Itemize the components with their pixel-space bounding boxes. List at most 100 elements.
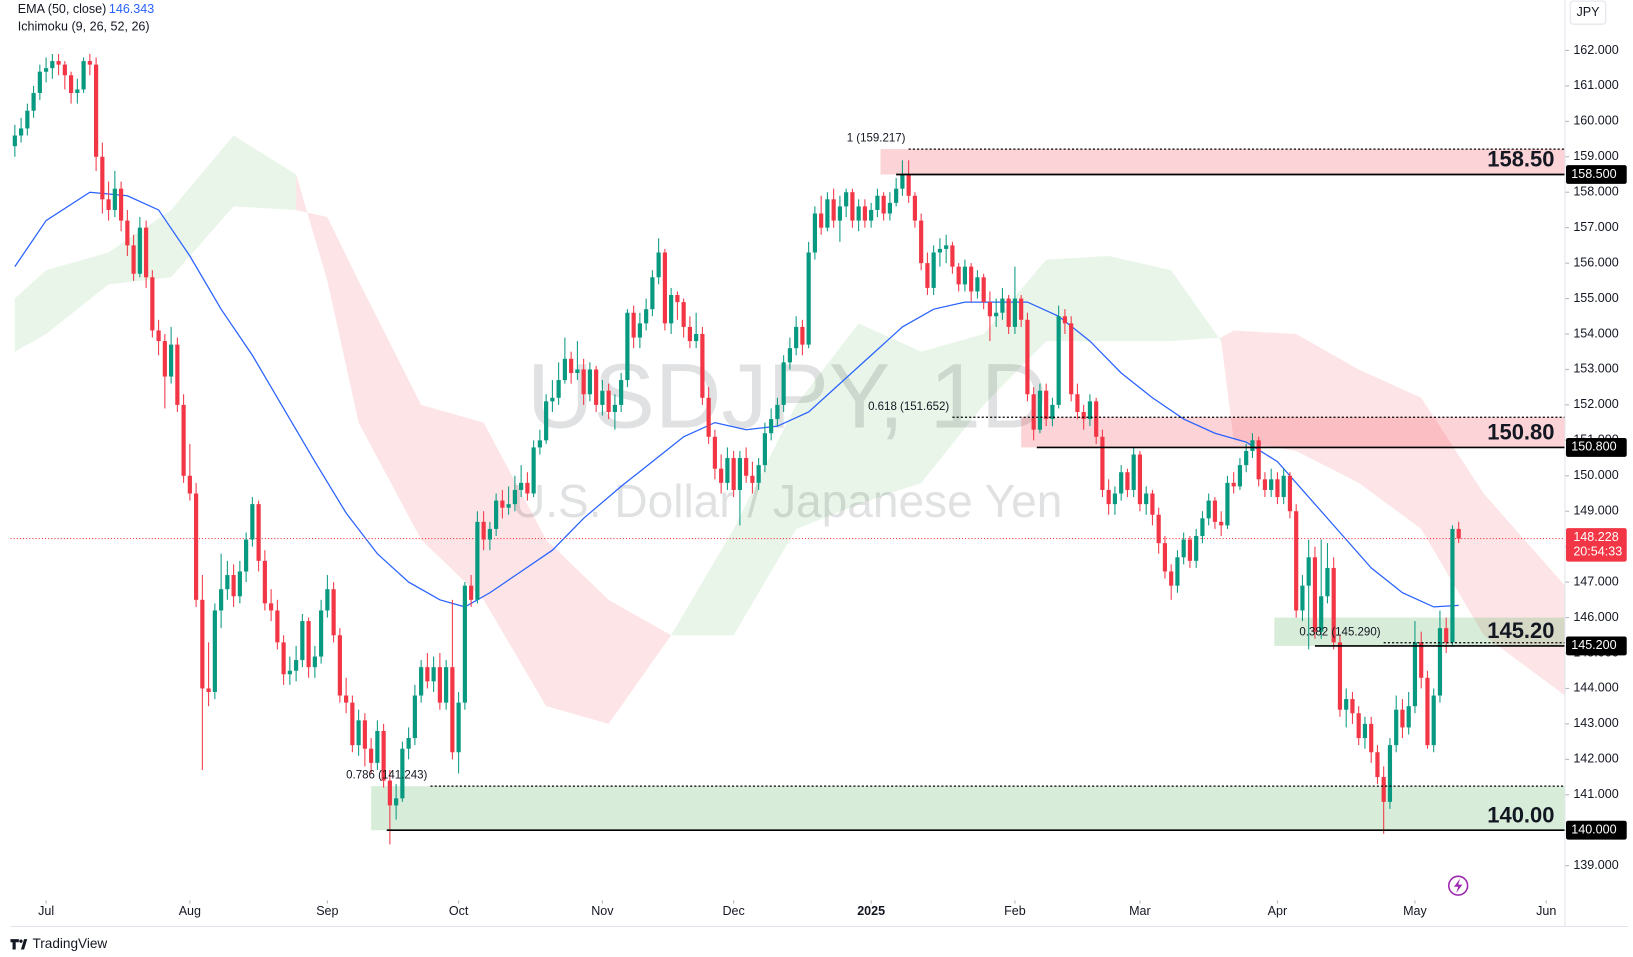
candle-body — [112, 188, 117, 210]
ichimoku-legend[interactable]: Ichimoku (9, 26, 52, 26) — [18, 20, 150, 34]
candle-body — [287, 670, 292, 675]
candle-body — [1162, 543, 1168, 572]
candle-body — [1175, 557, 1180, 586]
candle-body — [975, 277, 980, 292]
ichimoku-cloud — [608, 599, 672, 724]
candle-body — [469, 585, 474, 600]
candle-body — [44, 68, 49, 72]
candle-body — [669, 295, 674, 324]
candle-body — [1325, 567, 1330, 597]
x-tick-label: 2025 — [857, 904, 885, 918]
candle-body — [1156, 514, 1161, 544]
candle-body — [169, 344, 174, 377]
countdown: 20:54:33 — [1573, 545, 1622, 559]
candle-body — [406, 738, 411, 749]
x-tick-label: Mar — [1129, 904, 1151, 918]
candle-body — [825, 199, 830, 228]
ichimoku-cloud — [1483, 493, 1565, 696]
level-axis-label: 150.800 — [1571, 440, 1616, 454]
candle-body — [1231, 482, 1236, 487]
ichimoku-cloud — [1233, 330, 1297, 451]
candle-body — [1200, 518, 1205, 537]
candle-body — [369, 748, 374, 763]
candle-body — [94, 64, 99, 157]
level-label: 158.50 — [1487, 147, 1554, 172]
candle-body — [844, 192, 849, 207]
candle-body — [956, 266, 961, 285]
candle-body — [631, 312, 636, 338]
candle-body — [56, 61, 61, 65]
level-label: 150.80 — [1487, 420, 1554, 445]
candle-body — [1125, 472, 1130, 490]
ichimoku-cloud — [546, 539, 609, 724]
candle-body — [1237, 465, 1243, 487]
candle-body — [1119, 472, 1124, 494]
candle-body — [862, 206, 867, 221]
level-zone — [1021, 417, 1565, 448]
candle-body — [1181, 539, 1186, 558]
candle-body — [694, 333, 699, 342]
candle-body — [144, 227, 149, 278]
candle-body — [562, 358, 567, 381]
candle-body — [1112, 493, 1118, 505]
candle-body — [1387, 745, 1393, 802]
x-tick-label: Oct — [449, 904, 469, 918]
candle-body — [219, 589, 224, 611]
level-axis-label: 158.500 — [1571, 167, 1616, 181]
y-tick-label: 141.000 — [1573, 787, 1618, 801]
candle-body — [712, 436, 717, 469]
x-tick-label: May — [1403, 904, 1427, 918]
fib-label: 0.382 (145.290) — [1299, 626, 1380, 638]
alert-icon[interactable] — [1447, 875, 1469, 896]
candle-body — [1294, 511, 1299, 611]
watermark-description: U.S. Dollar / Japanese Yen — [512, 475, 1062, 527]
candle-body — [362, 720, 367, 749]
candle-body — [1456, 528, 1461, 539]
candle-body — [587, 369, 592, 395]
candle-body — [1444, 628, 1449, 643]
candle-body — [325, 589, 330, 611]
candle-body — [900, 174, 905, 189]
candle-body — [1000, 298, 1005, 313]
ichimoku-cloud — [171, 135, 234, 278]
candle-body — [394, 798, 399, 806]
level-axis-label: 140.000 — [1571, 823, 1616, 837]
y-tick-label: 143.000 — [1573, 716, 1618, 730]
candle-body — [500, 500, 505, 508]
candle-body — [1419, 642, 1424, 678]
level-zone — [371, 786, 1565, 831]
currency-box[interactable] — [1569, 0, 1607, 25]
candle-body — [387, 780, 392, 806]
y-tick-label: 161.000 — [1573, 78, 1618, 92]
candle-body — [1225, 482, 1230, 526]
candle-body — [1281, 475, 1286, 498]
candle-body — [775, 404, 780, 420]
candle-body — [819, 213, 824, 228]
candle-body — [512, 489, 517, 505]
fib-label: 1 (159.217) — [847, 133, 906, 145]
candle-body — [312, 656, 317, 668]
candle-body — [719, 468, 724, 483]
brand-logo[interactable]: TradingView — [10, 936, 107, 951]
candle-body — [925, 263, 930, 288]
candle-body — [675, 295, 680, 303]
ichimoku-cloud — [858, 323, 922, 505]
ichimoku-cloud — [1171, 270, 1222, 342]
candle-body — [1319, 596, 1324, 632]
candle-body — [1337, 642, 1343, 710]
ichimoku-cloud — [1221, 330, 1234, 441]
candle-body — [125, 220, 130, 246]
level-label: 140.00 — [1487, 802, 1554, 827]
ema-legend[interactable]: EMA (50, close) — [18, 2, 107, 16]
candle-body — [1362, 723, 1368, 739]
candle-body — [1194, 536, 1199, 561]
candle-body — [494, 500, 499, 529]
candle-body — [425, 667, 430, 682]
candle-body — [937, 248, 943, 253]
candle-body — [1144, 493, 1149, 505]
candle-body — [1344, 699, 1349, 710]
candle-body — [1206, 500, 1211, 519]
ema-value: 146.343 — [109, 2, 154, 16]
candle-body — [250, 504, 255, 540]
candle-body — [106, 199, 111, 210]
